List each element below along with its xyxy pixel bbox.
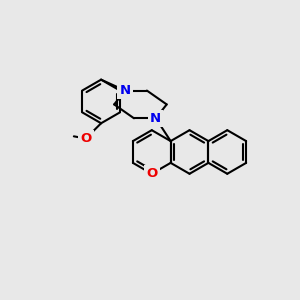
Text: O: O [146,167,158,180]
Text: N: N [150,112,161,125]
Text: N: N [119,84,130,97]
Text: O: O [80,132,92,145]
